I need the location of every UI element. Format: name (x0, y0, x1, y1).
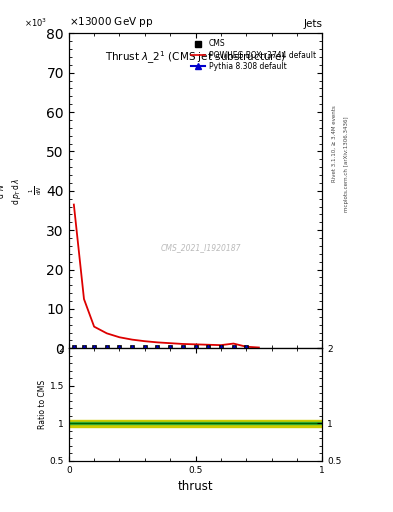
Y-axis label: $\mathrm{d}^2N$
$\mathrm{d}\,p_T\,\mathrm{d}\,\lambda$
$\frac{1}{\mathrm{d}N}$: $\mathrm{d}^2N$ $\mathrm{d}\,p_T\,\mathr… (0, 177, 44, 204)
Text: $\times 10^3$: $\times 10^3$ (24, 16, 48, 29)
X-axis label: thrust: thrust (178, 480, 213, 493)
Text: mcplots.cern.ch [arXiv:1306.3436]: mcplots.cern.ch [arXiv:1306.3436] (344, 116, 349, 211)
Text: CMS_2021_I1920187: CMS_2021_I1920187 (160, 243, 241, 252)
Text: Rivet 3.1.10, ≥ 3.4M events: Rivet 3.1.10, ≥ 3.4M events (332, 105, 337, 182)
Text: Thrust $\lambda\_2^1$ (CMS jet substructure): Thrust $\lambda\_2^1$ (CMS jet substruct… (105, 49, 286, 66)
Text: $\times$13000 GeV pp: $\times$13000 GeV pp (69, 14, 153, 29)
Text: Jets: Jets (303, 18, 322, 29)
Legend: CMS, POWHEG BOX r3744 default, Pythia 8.308 default: CMS, POWHEG BOX r3744 default, Pythia 8.… (189, 37, 318, 73)
Y-axis label: Ratio to CMS: Ratio to CMS (38, 380, 47, 429)
